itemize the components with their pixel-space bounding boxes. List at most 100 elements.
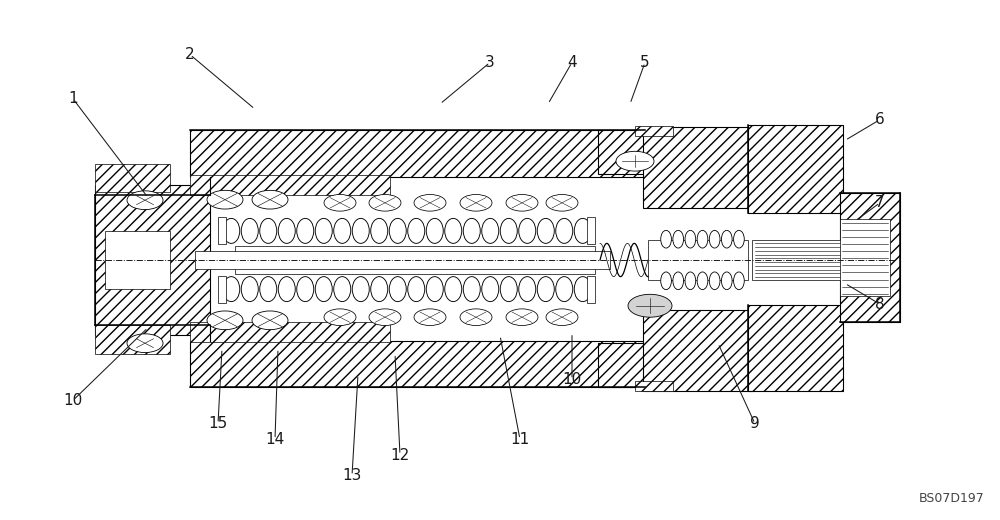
- Circle shape: [506, 309, 538, 326]
- Ellipse shape: [223, 277, 240, 302]
- Ellipse shape: [278, 218, 295, 243]
- Ellipse shape: [500, 277, 517, 302]
- Circle shape: [127, 191, 163, 210]
- Bar: [748, 125, 843, 213]
- Circle shape: [369, 309, 401, 326]
- Ellipse shape: [241, 277, 258, 302]
- Ellipse shape: [389, 218, 406, 243]
- Ellipse shape: [315, 277, 332, 302]
- Ellipse shape: [482, 277, 499, 302]
- Text: 10: 10: [63, 393, 83, 408]
- Ellipse shape: [673, 272, 684, 290]
- Bar: [190, 175, 390, 195]
- Bar: [587, 217, 595, 244]
- Ellipse shape: [574, 277, 591, 302]
- Bar: [195, 251, 610, 269]
- Ellipse shape: [297, 277, 314, 302]
- Ellipse shape: [352, 277, 369, 302]
- Ellipse shape: [673, 230, 684, 248]
- Circle shape: [414, 194, 446, 211]
- Ellipse shape: [661, 230, 671, 248]
- Bar: [752, 240, 842, 280]
- Bar: [643, 310, 753, 391]
- Text: 13: 13: [342, 469, 362, 483]
- Ellipse shape: [371, 218, 388, 243]
- Text: 14: 14: [265, 432, 285, 447]
- Ellipse shape: [334, 218, 351, 243]
- Bar: [648, 240, 748, 280]
- Ellipse shape: [260, 277, 277, 302]
- Circle shape: [127, 334, 163, 353]
- Ellipse shape: [482, 218, 499, 243]
- Bar: [218, 276, 226, 303]
- Ellipse shape: [734, 272, 744, 290]
- Bar: [587, 276, 595, 303]
- Circle shape: [460, 194, 492, 211]
- Circle shape: [324, 194, 356, 211]
- Text: 8: 8: [875, 297, 885, 311]
- Bar: [190, 322, 390, 342]
- Circle shape: [369, 194, 401, 211]
- Ellipse shape: [685, 230, 696, 248]
- Circle shape: [546, 194, 578, 211]
- Text: BS07D197: BS07D197: [919, 492, 985, 505]
- Ellipse shape: [500, 218, 517, 243]
- Circle shape: [324, 309, 356, 326]
- Ellipse shape: [408, 277, 425, 302]
- Ellipse shape: [734, 230, 744, 248]
- Ellipse shape: [445, 277, 462, 302]
- Bar: [635, 381, 673, 391]
- Ellipse shape: [241, 218, 258, 243]
- Text: 9: 9: [750, 417, 760, 431]
- Ellipse shape: [697, 272, 708, 290]
- Ellipse shape: [697, 230, 708, 248]
- Bar: [598, 130, 673, 174]
- Ellipse shape: [519, 277, 536, 302]
- Ellipse shape: [556, 277, 573, 302]
- Ellipse shape: [721, 230, 732, 248]
- Ellipse shape: [371, 277, 388, 302]
- Text: 1: 1: [68, 92, 78, 106]
- Circle shape: [252, 311, 288, 330]
- Ellipse shape: [709, 230, 720, 248]
- Text: 7: 7: [875, 196, 885, 210]
- Bar: [95, 325, 170, 354]
- Ellipse shape: [426, 277, 443, 302]
- Text: 11: 11: [510, 432, 530, 447]
- Bar: [748, 305, 843, 391]
- Ellipse shape: [556, 218, 573, 243]
- Ellipse shape: [260, 218, 277, 243]
- Text: 6: 6: [875, 112, 885, 127]
- Bar: [840, 219, 890, 296]
- Bar: [635, 126, 673, 136]
- Circle shape: [628, 294, 672, 317]
- Ellipse shape: [463, 218, 480, 243]
- Ellipse shape: [463, 277, 480, 302]
- Ellipse shape: [445, 218, 462, 243]
- Ellipse shape: [297, 218, 314, 243]
- Bar: [840, 193, 900, 322]
- Bar: [235, 246, 595, 274]
- Ellipse shape: [223, 218, 240, 243]
- Text: 10: 10: [562, 372, 582, 387]
- Ellipse shape: [352, 218, 369, 243]
- Ellipse shape: [661, 272, 671, 290]
- Ellipse shape: [278, 277, 295, 302]
- Circle shape: [616, 151, 654, 171]
- Circle shape: [506, 194, 538, 211]
- Text: 4: 4: [567, 55, 577, 70]
- Circle shape: [207, 311, 243, 330]
- Text: 12: 12: [390, 448, 410, 462]
- Circle shape: [252, 190, 288, 209]
- Ellipse shape: [426, 218, 443, 243]
- Ellipse shape: [537, 277, 554, 302]
- Ellipse shape: [721, 272, 732, 290]
- Bar: [643, 127, 753, 208]
- Ellipse shape: [537, 218, 554, 243]
- Circle shape: [414, 309, 446, 326]
- Bar: [218, 217, 226, 244]
- Text: 5: 5: [640, 55, 650, 70]
- Ellipse shape: [709, 272, 720, 290]
- Ellipse shape: [408, 218, 425, 243]
- Ellipse shape: [334, 277, 351, 302]
